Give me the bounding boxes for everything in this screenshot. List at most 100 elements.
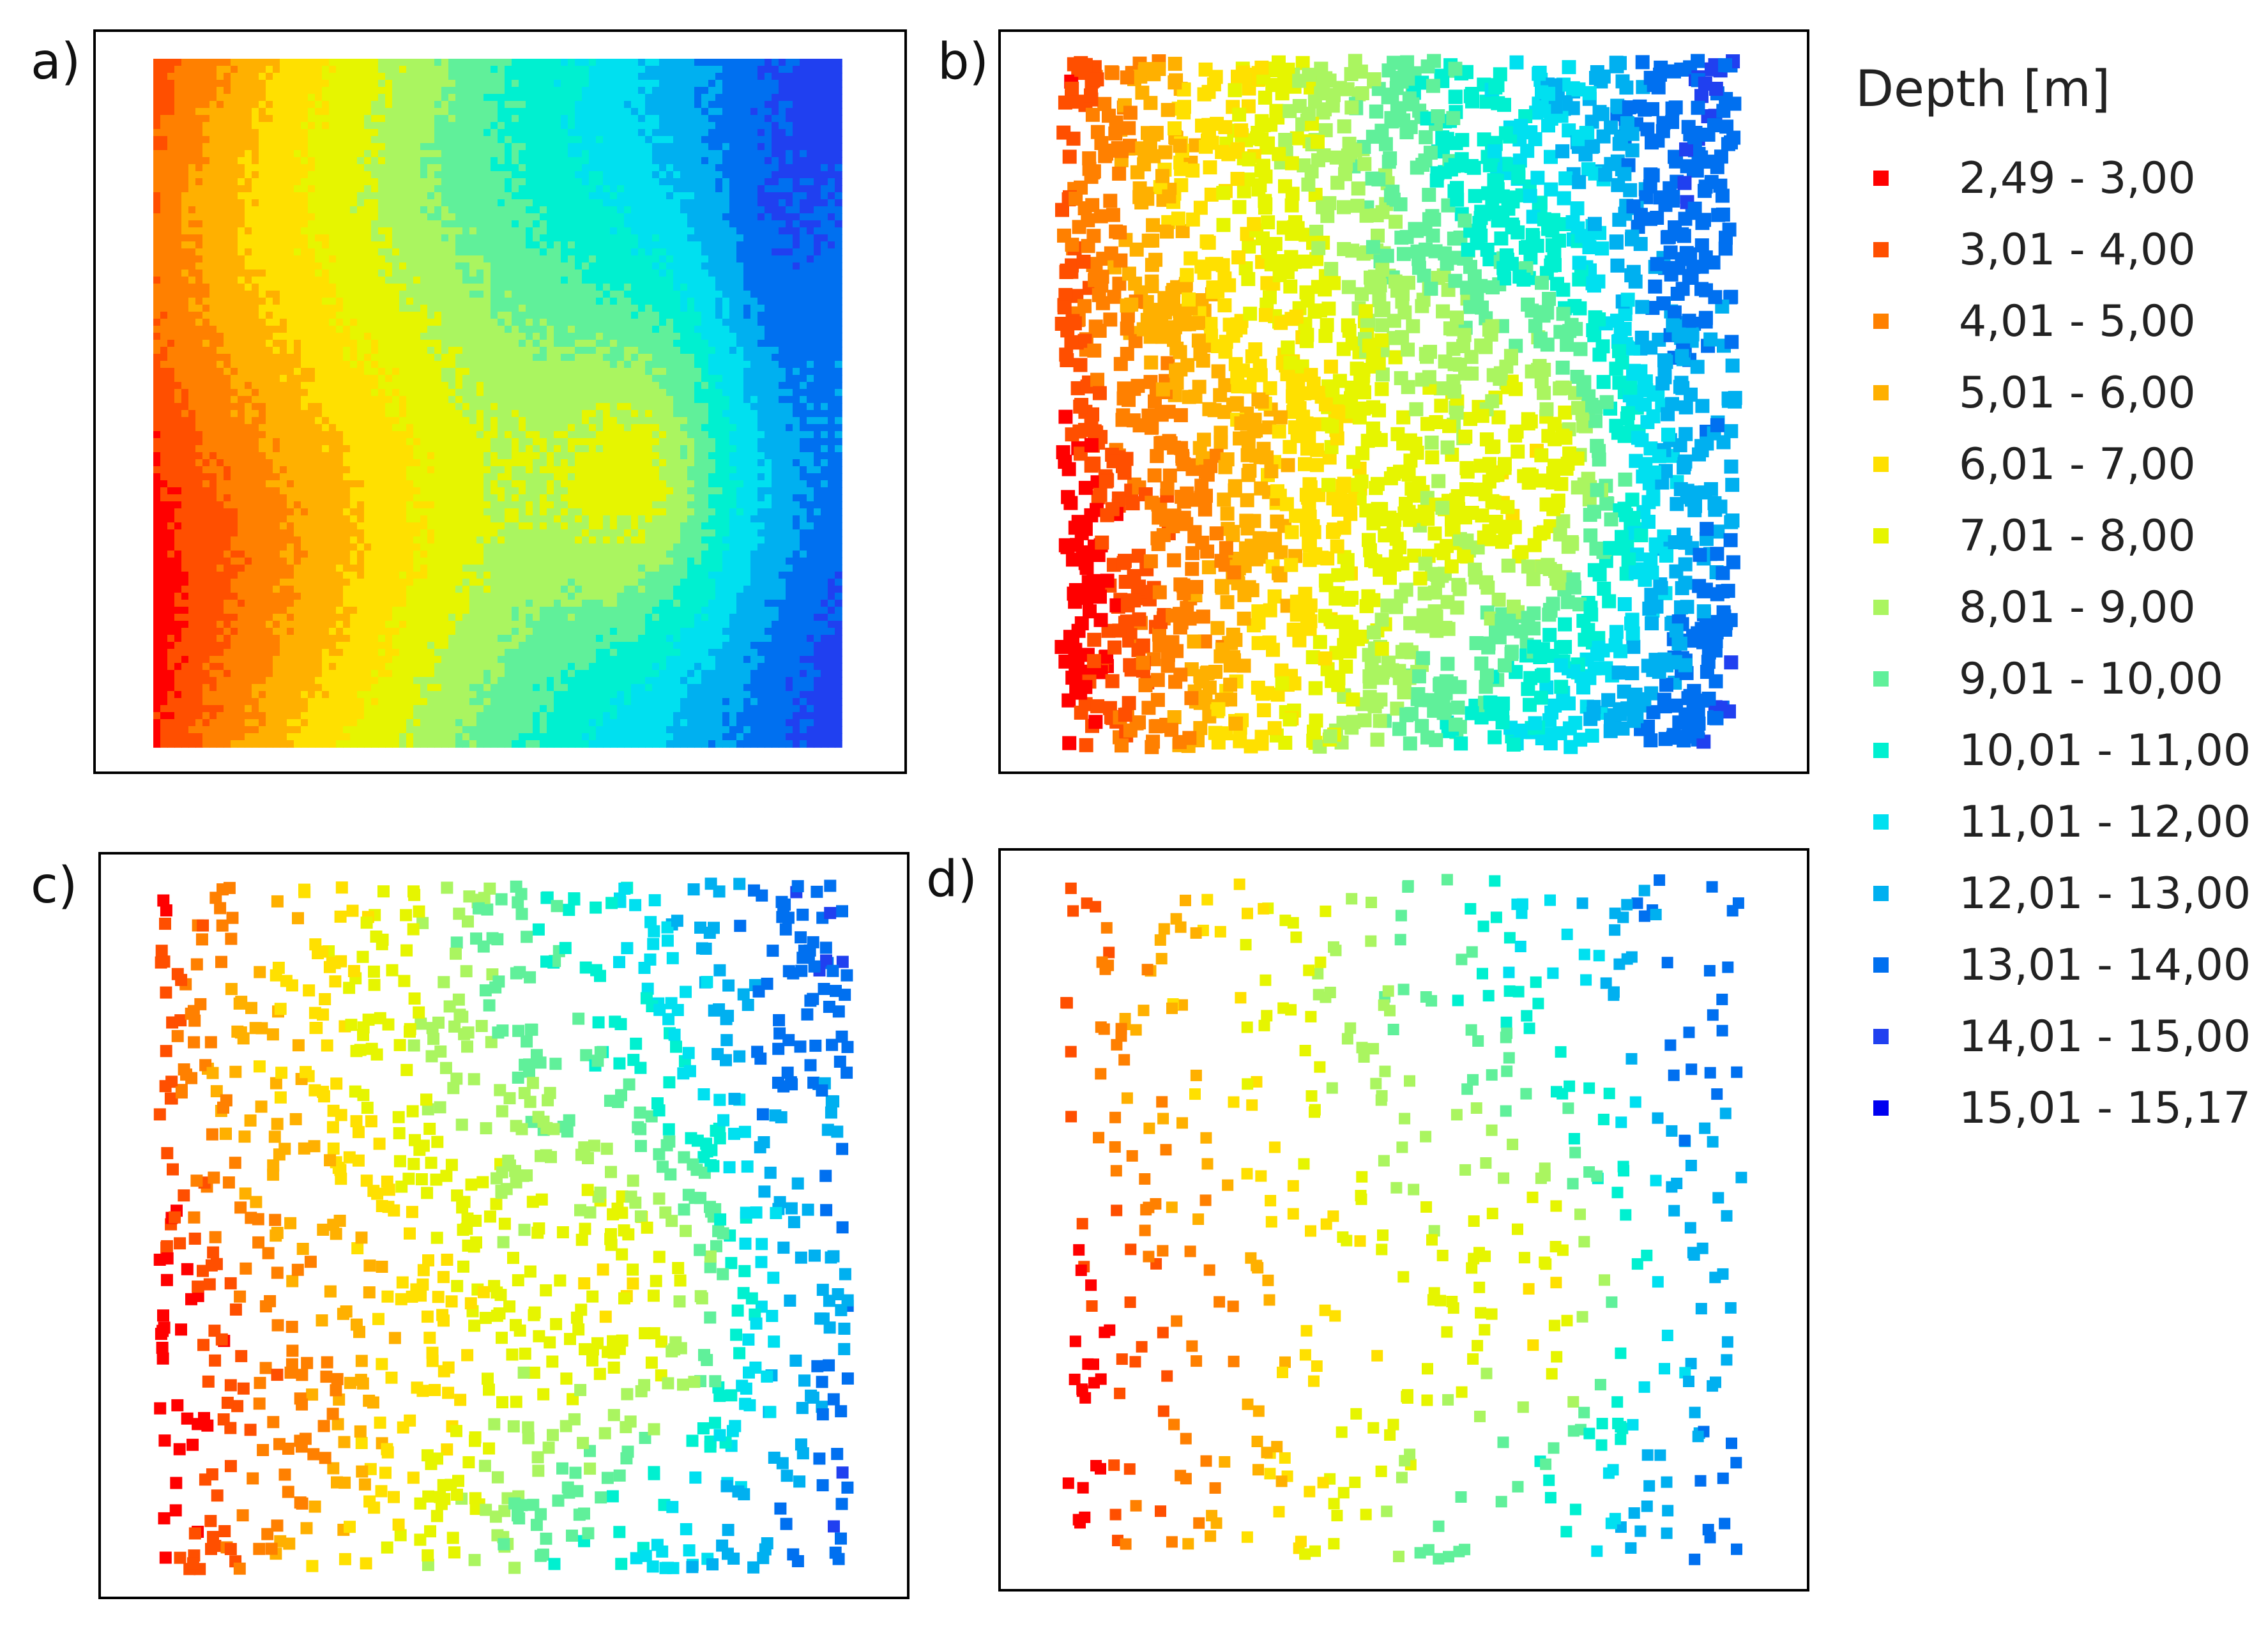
heatmap-cell [343,305,351,312]
heatmap-cell [364,94,372,102]
heatmap-cell [231,59,238,66]
heatmap-cell [343,333,351,340]
heatmap-cell [814,178,821,186]
heatmap-cell [617,192,625,200]
heatmap-cell [364,277,372,284]
heatmap-cell [420,354,428,361]
heatmap-cell [638,129,646,137]
heatmap-cell [659,185,667,193]
heatmap-cell [174,255,182,263]
heatmap-cell [406,185,414,193]
heatmap-cell [617,262,625,270]
heatmap-cell [610,87,618,95]
heatmap-cell [821,87,828,95]
heatmap-cell [441,241,449,249]
heatmap-cell [195,115,203,123]
heatmap-cell [589,403,597,411]
heatmap-cell [835,347,842,354]
heatmap-cell [406,305,414,312]
heatmap-cell [336,108,344,116]
heatmap-cell [638,59,646,66]
heatmap-cell [287,143,294,151]
heatmap-cell [385,157,393,165]
heatmap-cell [217,312,224,319]
heatmap-cell [498,312,505,319]
heatmap-cell [772,319,779,326]
heatmap-cell [476,213,484,221]
heatmap-cell [406,347,414,354]
heatmap-cell [540,284,547,291]
heatmap-cell [638,220,646,228]
heatmap-cell [666,227,674,235]
heatmap-cell [441,220,449,228]
heatmap-cell [680,396,688,404]
heatmap-cell [392,227,400,235]
heatmap-cell [659,368,667,376]
heatmap-cell [828,66,835,73]
heatmap-cell [666,396,674,404]
heatmap-cell [371,361,379,369]
heatmap-cell [533,396,540,404]
heatmap-cell [729,157,737,165]
heatmap-cell [245,403,252,411]
heatmap-cell [505,143,512,151]
heatmap-cell [441,157,449,165]
heatmap-cell [273,164,280,172]
heatmap-cell [828,171,835,179]
heatmap-cell [245,347,252,354]
heatmap-cell [287,333,294,340]
heatmap-cell [224,284,231,291]
heatmap-cell [814,150,821,158]
heatmap-cell [259,354,266,361]
heatmap-cell [624,136,632,144]
heatmap-cell [821,59,828,66]
heatmap-cell [547,319,554,326]
heatmap-cell [779,80,786,87]
heatmap-cell [385,361,393,369]
heatmap-cell [547,284,554,291]
heatmap-cell [202,298,210,305]
heatmap-cell [680,122,688,130]
heatmap-cell [469,213,477,221]
heatmap-cell [800,80,807,87]
heatmap-cell [645,382,653,390]
heatmap-cell [385,255,393,263]
heatmap-cell [476,241,484,249]
heatmap-cell [603,326,611,333]
heatmap-cell [821,382,828,390]
heatmap-cell [322,389,330,397]
heatmap-cell [209,94,217,102]
heatmap-cell [800,326,807,333]
heatmap-cell [287,66,294,73]
heatmap-cell [174,382,182,390]
heatmap-cell [245,157,252,165]
heatmap-cell [757,143,765,151]
heatmap-cell [807,143,814,151]
heatmap-cell [153,241,161,249]
heatmap-cell [582,206,590,214]
heatmap-cell [765,73,772,80]
heatmap-cell [399,375,407,383]
heatmap-cell [209,375,217,383]
heatmap-cell [694,192,702,200]
heatmap-cell [680,284,688,291]
heatmap-cell [547,410,554,418]
heatmap-cell [526,368,533,376]
heatmap-cell [701,192,709,200]
heatmap-cell [160,389,168,397]
heatmap-cell [350,326,358,333]
heatmap-cell [336,136,344,144]
heatmap-cell [406,101,414,109]
heatmap-cell [498,248,505,256]
heatmap-cell [596,284,604,291]
heatmap-cell [392,368,400,376]
heatmap-cell [448,319,456,326]
heatmap-cell [392,122,400,130]
heatmap-cell [329,59,337,66]
heatmap-cell [561,319,568,326]
heatmap-cell [308,382,316,390]
heatmap-cell [273,298,280,305]
heatmap-cell [420,164,428,172]
heatmap-cell [167,213,175,221]
heatmap-cell [687,157,695,165]
